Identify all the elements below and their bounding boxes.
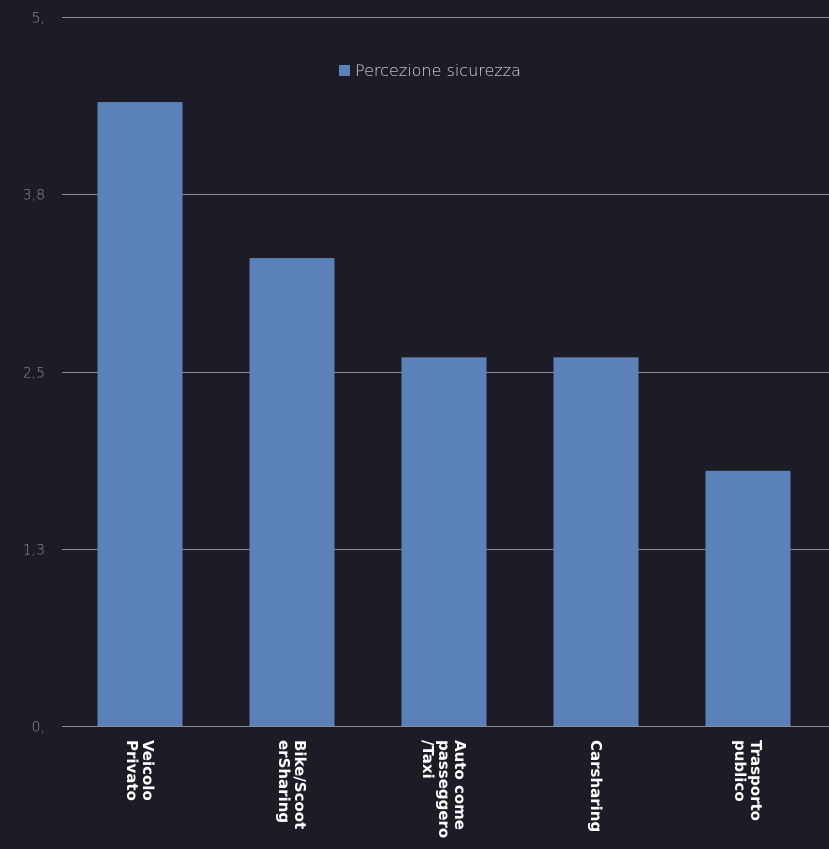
y-tick-label: 5, — [32, 11, 45, 27]
y-tick-label: 0, — [32, 720, 45, 736]
bar — [705, 470, 791, 726]
bar — [97, 102, 183, 727]
legend: Percezione sicurezza — [339, 61, 521, 80]
bar — [553, 357, 639, 726]
x-category-label-line: erSharing — [275, 740, 293, 823]
x-category-label-line: Veicolo — [139, 740, 157, 801]
y-axis-ticks: 0, 1,3 2,5 3,8 5, — [23, 11, 45, 736]
y-tick-label: 2,5 — [23, 366, 45, 382]
x-category-label-line: Bike/Scoot — [291, 740, 309, 829]
x-category-label-line: Carsharing — [587, 740, 605, 832]
x-category-label: VeicoloPrivato — [123, 740, 157, 801]
x-category-label-line: publico — [731, 740, 749, 802]
bars-layer — [97, 102, 791, 727]
x-category-label-line: Trasporto — [747, 740, 765, 821]
x-axis-labels: VeicoloPrivato Bike/ScooterSharing Auto co… — [123, 740, 765, 838]
x-category-label: Auto comepasseggero/Taxi — [419, 740, 469, 838]
x-category-label-line: Auto come — [451, 740, 469, 830]
legend-label: Percezione sicurezza — [355, 61, 521, 80]
y-tick-label: 3,8 — [23, 188, 45, 204]
x-category-label-line: passeggero — [435, 740, 453, 838]
x-category-label: Bike/ScooterSharing — [275, 740, 309, 829]
x-category-label-line: /Taxi — [419, 740, 437, 779]
x-category-label: Trasportopublico — [731, 740, 765, 821]
x-category-label: Carsharing — [587, 740, 605, 832]
bar — [401, 357, 487, 726]
y-tick-label: 1,3 — [23, 543, 45, 559]
legend-swatch — [339, 65, 350, 76]
x-category-label-line: Privato — [123, 740, 141, 801]
bar — [249, 258, 335, 726]
